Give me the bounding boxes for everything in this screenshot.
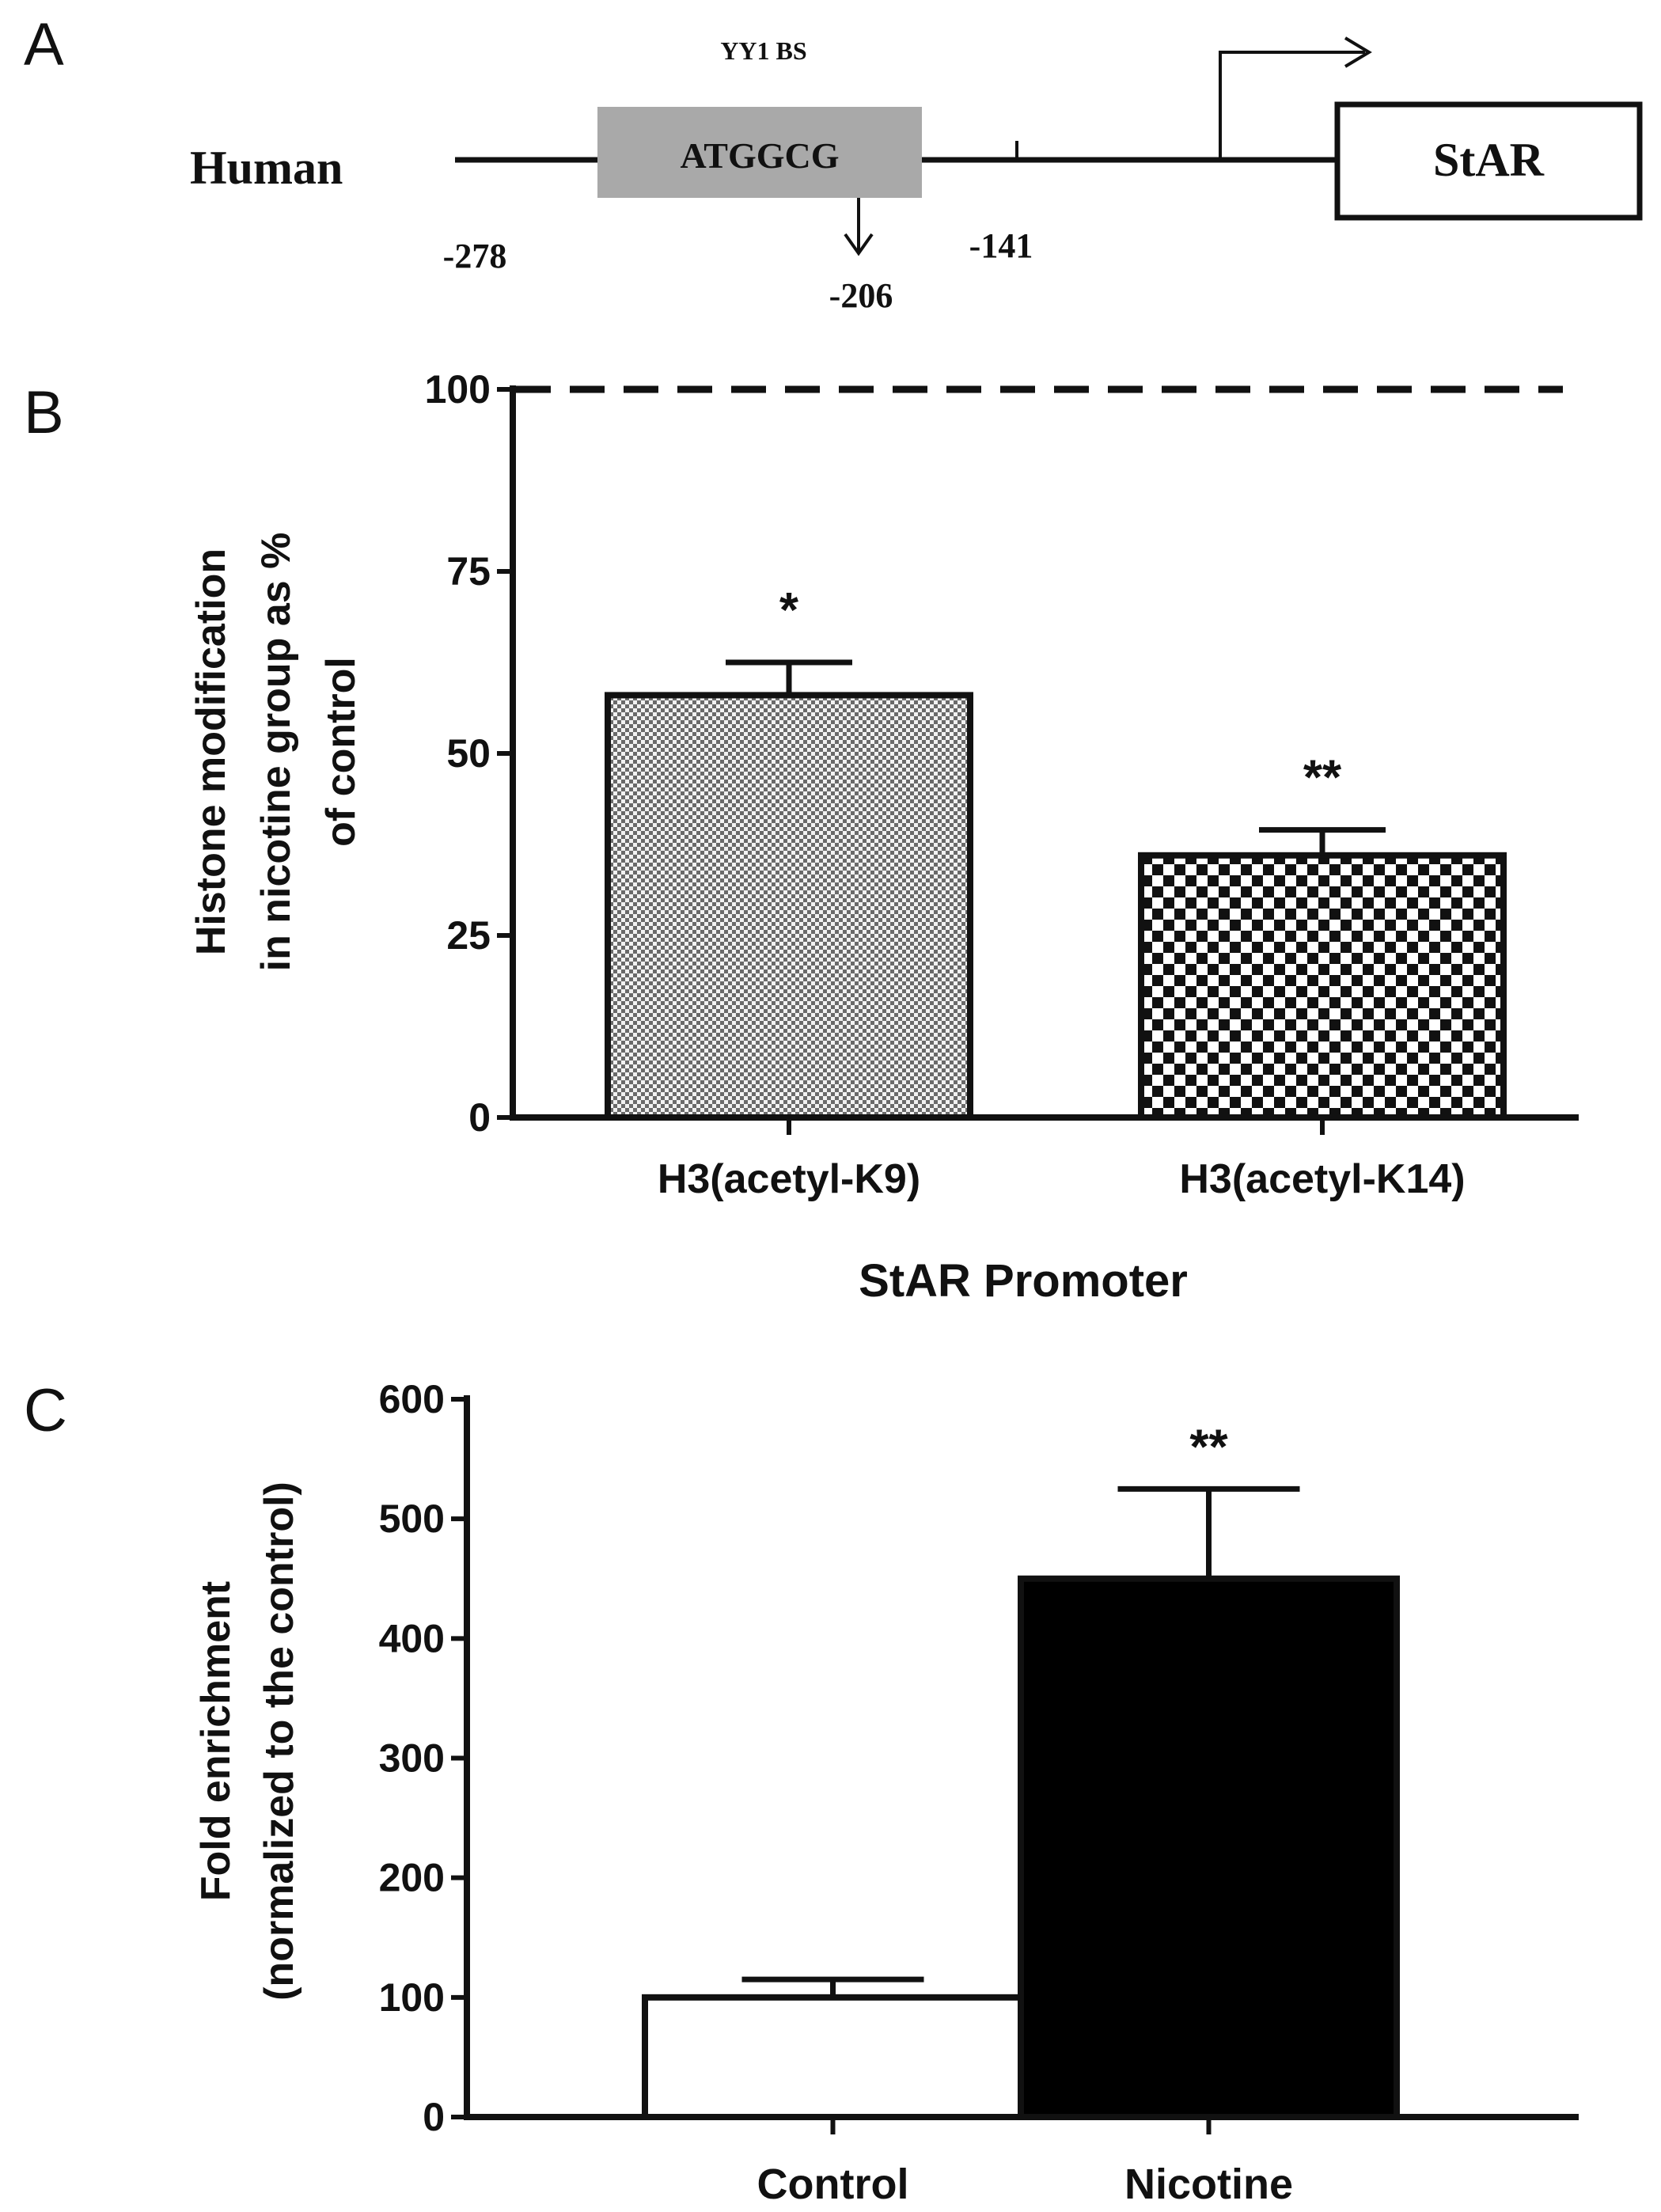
panel-a-label: A xyxy=(24,11,64,78)
panel-c-chart: C Fold enrichment (normalized to the cont… xyxy=(24,1377,1579,2208)
bar xyxy=(605,692,973,1121)
y-tick-label: 200 xyxy=(379,1856,445,1900)
y-tick-label: 600 xyxy=(379,1377,445,1421)
y-tick-label: 75 xyxy=(446,549,491,594)
chart-b-categories: H3(acetyl-K9) H3(acetyl-K14) xyxy=(658,1117,1466,1202)
position-label-141: -141 xyxy=(969,226,1033,265)
x-category-label: Nicotine xyxy=(1124,2161,1293,2208)
y-tick-label: 0 xyxy=(468,1095,491,1140)
x-category-label: H3(acetyl-K9) xyxy=(658,1156,920,1202)
panel-a-diagram: A Human YY1 BS ATGGCG StAR -278 -206 -14… xyxy=(24,11,1643,315)
panel-b-label: B xyxy=(24,379,64,446)
y-tick-label: 500 xyxy=(379,1497,445,1541)
y-axis-label-line: in nicotine group as % xyxy=(253,533,299,972)
significance-marker: * xyxy=(779,583,799,638)
chart-c-y-ticks: 0 100 200 300 400 500 600 xyxy=(379,1377,467,2139)
species-label: Human xyxy=(190,142,343,194)
y-tick-label: 100 xyxy=(425,367,491,412)
y-tick-label: 0 xyxy=(423,2095,445,2139)
chart-b-significance: *** xyxy=(779,583,1342,806)
y-tick-label: 25 xyxy=(446,913,491,958)
binding-site-sequence: ATGGCG xyxy=(680,135,839,176)
chart-b-xlabel: StAR Promoter xyxy=(859,1255,1188,1307)
gene-box xyxy=(1334,101,1643,221)
chart-c-ylabel: Fold enrichment (normalized to the contro… xyxy=(193,1482,302,2001)
x-category-label: Control xyxy=(757,2161,909,2208)
position-label-206: -206 xyxy=(829,276,893,315)
binding-site-box xyxy=(597,107,922,198)
chart-b-bars xyxy=(605,692,1507,1121)
chart-b-y-ticks: 0 25 50 75 100 xyxy=(425,367,513,1140)
gene-label: StAR xyxy=(1433,134,1545,186)
y-axis-label-line: Histone modification xyxy=(188,548,234,955)
y-tick-label: 50 xyxy=(446,731,491,776)
y-tick-label: 400 xyxy=(379,1616,445,1660)
y-axis-label-line: of control xyxy=(318,657,364,847)
bar xyxy=(1018,1575,1400,2120)
panel-b-chart: B Histone modification in nicotine group … xyxy=(24,367,1579,1307)
chart-b-error-bars xyxy=(726,659,1386,856)
binding-site-label: YY1 BS xyxy=(720,36,806,65)
y-tick-label: 300 xyxy=(379,1736,445,1781)
chart-c-bars xyxy=(642,1575,1400,2120)
binding-site-arrow xyxy=(844,198,874,256)
chart-c-significance: ** xyxy=(1189,1420,1228,1474)
significance-marker: ** xyxy=(1189,1420,1228,1474)
y-axis-label-line: (normalized to the control) xyxy=(256,1482,302,2001)
chart-b-ylabel: Histone modification in nicotine group as… xyxy=(188,533,364,972)
bar xyxy=(642,1994,1024,2120)
position-label-278: -278 xyxy=(443,237,507,275)
y-tick-label: 100 xyxy=(379,1975,445,2020)
significance-marker: ** xyxy=(1303,751,1342,806)
transcription-start-arrow xyxy=(1219,36,1372,160)
panel-c-label: C xyxy=(24,1377,67,1444)
y-axis-label-line: Fold enrichment xyxy=(193,1581,239,1901)
chart-c-categories: Control Nicotine xyxy=(757,2117,1293,2208)
x-category-label: H3(acetyl-K14) xyxy=(1179,1156,1465,1202)
bar xyxy=(1138,852,1507,1121)
chart-c-error-bars xyxy=(741,1485,1300,1998)
